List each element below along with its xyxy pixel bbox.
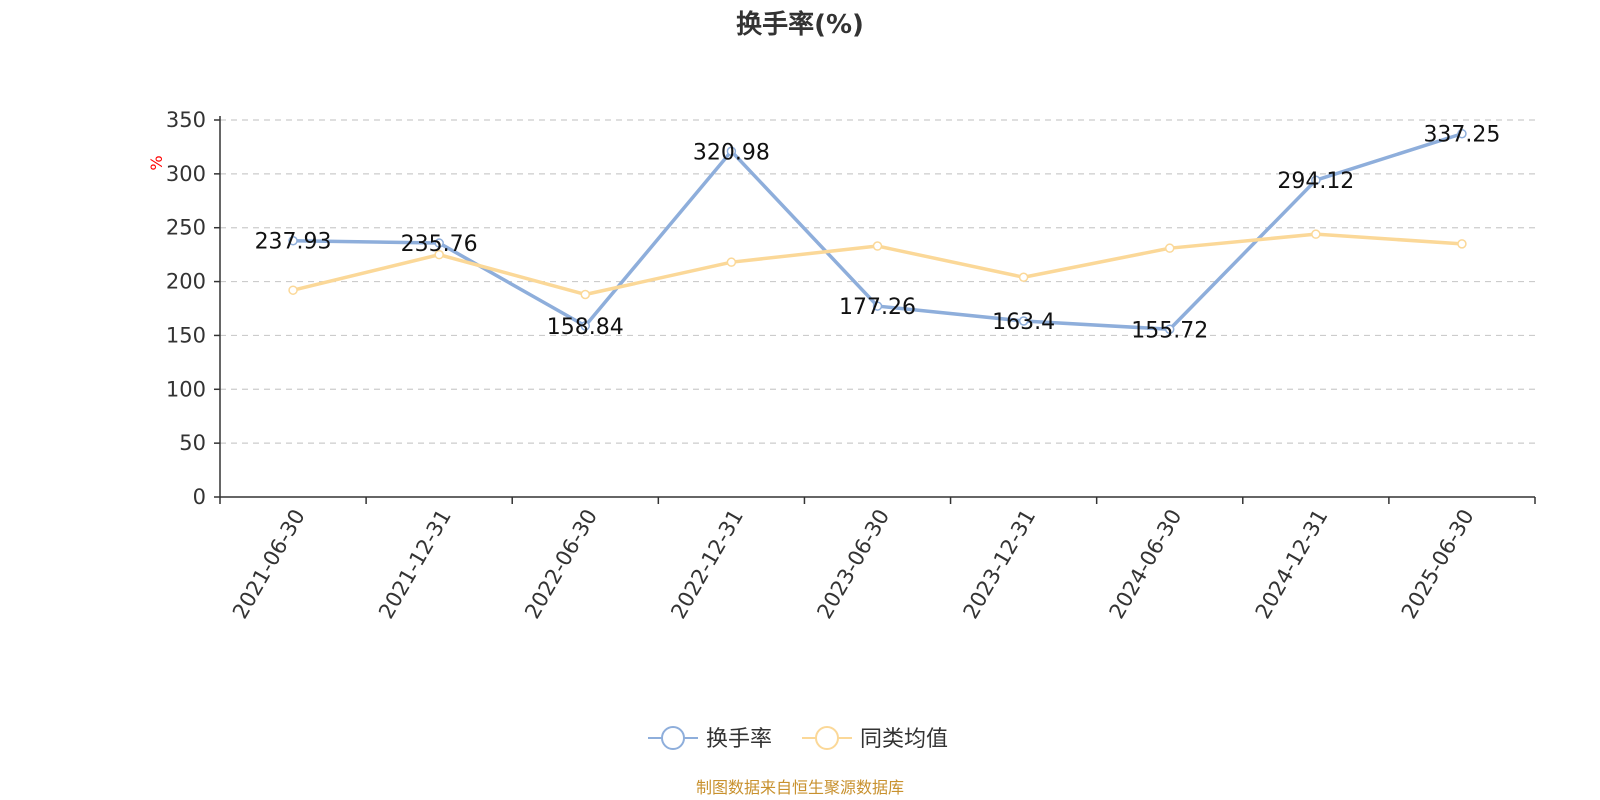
y-tick-label: 150 xyxy=(166,323,206,347)
x-tick-label: 2024-06-30 xyxy=(1105,505,1187,623)
data-point xyxy=(1311,175,1321,185)
y-tick-label: 100 xyxy=(166,377,206,401)
y-tick-label: 0 xyxy=(193,485,206,509)
legend[interactable]: 换手率 同类均值 xyxy=(648,726,948,752)
data-point xyxy=(1164,324,1175,335)
x-tick-label: 2021-12-31 xyxy=(374,505,456,623)
y-tick-label: 250 xyxy=(166,216,206,240)
data-point xyxy=(580,289,591,300)
data-point xyxy=(1311,229,1321,239)
y-axis-ticks: 0 50 100 150 200 250 300 350 xyxy=(166,108,220,509)
axes xyxy=(219,116,1535,498)
y-tick-label: 350 xyxy=(166,108,206,132)
data-point xyxy=(434,238,444,248)
data-point xyxy=(580,321,591,331)
y-tick-label: 50 xyxy=(179,431,206,455)
source-note: 制图数据来自恒生聚源数据库 xyxy=(696,778,904,797)
legend-item-2[interactable]: 同类均值 xyxy=(802,726,948,752)
data-label: 235.76 xyxy=(401,232,478,257)
data-point xyxy=(1457,239,1467,249)
data-labels: 237.93 235.76 158.84 320.98 177.26 163.4 155.7… xyxy=(255,123,1501,344)
x-tick-label: 2025-06-30 xyxy=(1397,505,1479,623)
data-point xyxy=(1457,128,1467,139)
data-label: 177.26 xyxy=(839,295,916,320)
data-label: 158.84 xyxy=(547,315,624,340)
y-tick-label: 300 xyxy=(166,162,206,186)
data-point xyxy=(434,249,444,260)
data-label: 337.25 xyxy=(1423,123,1500,148)
legend-marker xyxy=(815,726,839,750)
data-point xyxy=(288,235,298,246)
data-label: 163.4 xyxy=(992,310,1055,335)
x-tick-label: 2021-06-30 xyxy=(228,505,310,623)
y-axis-unit: % xyxy=(147,155,166,170)
legend-label: 同类均值 xyxy=(860,727,948,752)
data-label: 320.98 xyxy=(693,140,770,165)
data-point xyxy=(288,285,298,295)
legend-item-1[interactable]: 换手率 xyxy=(648,726,772,752)
data-point xyxy=(726,146,737,157)
series-group xyxy=(288,128,1467,335)
data-point xyxy=(1164,243,1175,253)
data-point xyxy=(872,241,883,251)
data-point xyxy=(872,301,883,311)
data-point xyxy=(1018,316,1029,326)
data-label: 237.93 xyxy=(255,230,332,255)
chart-title: 换手率(%) xyxy=(736,9,864,40)
data-label: 155.72 xyxy=(1131,318,1208,343)
data-label: 294.12 xyxy=(1277,169,1354,194)
x-axis-ticks: 2021-06-30 2021-12-31 2022-06-30 2022-12-31… xyxy=(219,497,1536,623)
x-tick-label: 2023-12-31 xyxy=(958,505,1040,623)
legend-marker xyxy=(661,726,685,750)
legend-label: 换手率 xyxy=(706,727,772,752)
data-point xyxy=(726,257,737,267)
x-tick-label: 2023-06-30 xyxy=(812,505,894,623)
data-point xyxy=(1018,272,1029,283)
x-tick-label: 2022-06-30 xyxy=(520,505,602,623)
x-tick-label: 2022-12-31 xyxy=(666,505,748,623)
x-tick-label: 2024-12-31 xyxy=(1251,505,1333,623)
y-tick-label: 200 xyxy=(166,270,206,294)
